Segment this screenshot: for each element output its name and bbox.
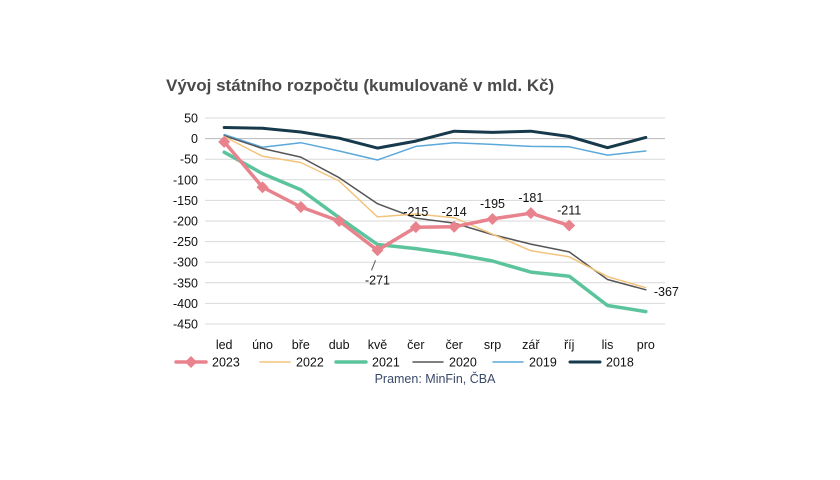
point-marker-2023 — [448, 220, 461, 233]
y-tick-label: 50 — [184, 112, 198, 126]
y-tick-label: -150 — [173, 194, 198, 208]
series-lines — [218, 126, 648, 314]
x-tick-label: srp — [484, 338, 501, 352]
point-marker-2023 — [563, 219, 576, 232]
data-label: -214 — [442, 205, 467, 219]
point-marker-2023 — [371, 244, 384, 257]
y-tick-label: -350 — [173, 276, 198, 290]
y-tick-label: -100 — [173, 173, 198, 187]
point-marker-2023 — [524, 207, 537, 220]
y-tick-label: -400 — [173, 297, 198, 311]
y-tick-label: -50 — [180, 153, 198, 167]
series-line-2019 — [223, 133, 647, 161]
x-tick-label: pro — [637, 338, 655, 352]
x-tick-label: říj — [564, 338, 574, 352]
legend-label: 2021 — [372, 356, 400, 370]
x-tick-label: úno — [252, 338, 273, 352]
point-marker-2023 — [486, 212, 499, 225]
legend-label: 2020 — [449, 356, 477, 370]
x-tick-label: bře — [292, 338, 310, 352]
x-axis-ticks: led úno bře dub kvě čer čer srp zář říj lis pro — [216, 338, 655, 352]
series-line-2023 — [222, 140, 571, 253]
legend-label: 2022 — [296, 356, 324, 370]
x-tick-label: lis — [602, 338, 614, 352]
legend-marker — [185, 356, 197, 368]
legend-label: 2018 — [606, 356, 634, 370]
point-marker-2023 — [333, 215, 346, 227]
data-label: -271 — [365, 273, 390, 287]
gridlines — [205, 117, 665, 325]
chart-title: Vývoj státního rozpočtu (kumulovaně v ml… — [166, 76, 555, 95]
data-label: -215 — [403, 205, 428, 219]
y-axis-ticks: 50 0 -50 -100 -150 -200 -250 -300 -350 -400 -450 — [173, 112, 198, 332]
legend-label: 2023 — [212, 356, 240, 370]
series-line-2018 — [222, 126, 648, 150]
point-marker-2023 — [218, 135, 231, 148]
y-tick-label: -300 — [173, 256, 198, 270]
data-label: -195 — [480, 197, 505, 211]
point-marker-2023 — [294, 200, 307, 213]
data-label: -181 — [518, 191, 543, 205]
x-tick-label: čer — [445, 338, 462, 352]
legend: 2023 2022 2021 2020 2019 2018 — [174, 356, 634, 370]
y-tick-label: 0 — [191, 132, 198, 146]
x-tick-label: led — [216, 338, 233, 352]
data-labels: -271 -215 -214 -195 -181 -211 -367 — [365, 191, 679, 299]
series-line-2021 — [222, 150, 648, 314]
series-line-2022 — [223, 135, 647, 289]
series-line-2020 — [223, 134, 647, 291]
y-tick-label: -200 — [173, 215, 198, 229]
x-tick-label: čer — [407, 338, 424, 352]
point-marker-2023 — [409, 221, 422, 234]
x-tick-label: dub — [329, 338, 350, 352]
x-tick-label: kvě — [368, 338, 388, 352]
data-label: -211 — [557, 204, 581, 218]
source-note: Pramen: MinFin, ČBA — [374, 372, 496, 386]
point-marker-2023 — [256, 181, 269, 194]
x-tick-label: zář — [522, 338, 540, 352]
label-leader-line — [371, 260, 376, 271]
data-label: -367 — [654, 285, 679, 299]
legend-label: 2019 — [529, 356, 557, 370]
y-tick-label: -250 — [173, 235, 198, 249]
y-tick-label: -450 — [173, 318, 198, 332]
